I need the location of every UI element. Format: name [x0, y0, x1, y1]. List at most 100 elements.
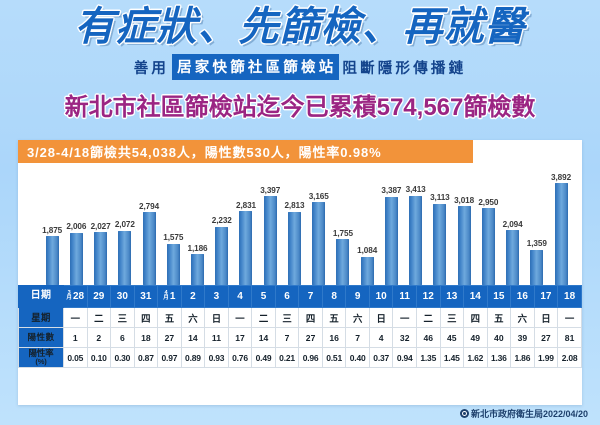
- table-cell-date: 2: [180, 285, 206, 308]
- bar: [554, 183, 568, 285]
- table-cell-weekday: 五: [321, 307, 347, 328]
- table-cell-positive-count: 39: [510, 327, 535, 348]
- bar: [69, 232, 83, 285]
- bar-slot: 3,018: [452, 166, 476, 285]
- table-cell-date: 17: [533, 285, 559, 308]
- table-cell-date: 6: [274, 285, 300, 308]
- table-row-positive-rate: 陽性率 (%) 0.05 0.10 0.30 0.87 0.97 0.89 0.93 0.76 0.…: [18, 347, 582, 368]
- data-table: 日期 3 月28 29 30 31 4 月1 2 3 4 5 6 7 8 9 10 11 12 13 14 15 16 17 1…: [18, 285, 582, 368]
- table-cell-positive-count: 14: [251, 327, 276, 348]
- table-cell-positive-count: 7: [345, 327, 370, 348]
- bar-value-label: 2,813: [284, 201, 305, 211]
- bar-slot: 2,072: [113, 166, 137, 285]
- table-cell-weekday: 三: [274, 307, 300, 328]
- table-cell-positive-rate: 0.30: [110, 347, 135, 368]
- table-cell-positive-count: 4: [368, 327, 394, 348]
- bar-value-label: 3,165: [308, 191, 329, 201]
- bar-slot: 1,084: [355, 166, 379, 285]
- bar-slot: 1,186: [185, 166, 209, 285]
- table-cell-positive-count: 45: [439, 327, 465, 348]
- table-cell-weekday: 五: [157, 307, 182, 328]
- bar: [215, 226, 229, 285]
- table-cell-weekday: 日: [204, 307, 229, 328]
- bar: [336, 239, 350, 285]
- table-row-label: 星期: [18, 307, 64, 328]
- table-cell-positive-count: 16: [321, 327, 347, 348]
- bar-value-label: 2,794: [139, 201, 160, 211]
- table-cell-positive-count: 14: [180, 327, 206, 348]
- table-cell-positive-rate: 0.37: [368, 347, 394, 368]
- bar: [191, 254, 205, 285]
- table-cell-weekday: 五: [486, 307, 512, 328]
- table-cell-date: 9: [345, 285, 370, 308]
- bar-value-label: 2,027: [90, 221, 111, 231]
- table-cell-weekday: 二: [251, 307, 276, 328]
- bar-value-label: 2,232: [211, 216, 232, 226]
- table-cell-positive-rate: 1.99: [533, 347, 559, 368]
- bar-value-label: 3,387: [381, 186, 402, 196]
- table-cell-positive-count: 2: [86, 327, 112, 348]
- bar-value-label: 2,831: [235, 200, 256, 210]
- content-panel: 3/28-4/18篩檢共54,038人，陽性數530人，陽性率0.98% 1,8…: [18, 140, 582, 405]
- table-cell-positive-rate: 0.76: [227, 347, 253, 368]
- table-cell-date: 4: [227, 285, 253, 308]
- bar: [287, 211, 301, 285]
- bar-value-label: 1,186: [187, 243, 208, 253]
- table-cell-positive-rate: 0.49: [251, 347, 276, 368]
- table-cell-positive-rate: 1.45: [439, 347, 465, 368]
- bar: [506, 230, 520, 285]
- table-row-date: 日期 3 月28 29 30 31 4 月1 2 3 4 5 6 7 8 9 10 11 12 13 14 15 16 17 1…: [18, 285, 582, 308]
- bar-slot: 2,950: [476, 166, 500, 285]
- bar-value-label: 1,755: [332, 228, 353, 238]
- bar-slot: 1,755: [331, 166, 355, 285]
- table-cell-weekday: 四: [463, 307, 488, 328]
- table-cell-date: 3 月28: [63, 285, 88, 308]
- table-cell-positive-count: 32: [392, 327, 417, 348]
- bar: [45, 236, 59, 285]
- table-cell-weekday: 四: [133, 307, 159, 328]
- bar-slot: 1,875: [40, 166, 64, 285]
- table-cell-date: 8: [321, 285, 347, 308]
- table-cell-date: 11: [392, 285, 417, 308]
- bar-slot: 2,831: [234, 166, 258, 285]
- table-cell-positive-rate: 0.87: [133, 347, 159, 368]
- main-title: 有症狀、先篩檢、再就醫: [74, 5, 526, 49]
- bar-value-label: 2,072: [114, 220, 135, 230]
- bar-value-label: 1,575: [163, 233, 184, 243]
- table-cell-date: 5: [251, 285, 276, 308]
- bar-slot: 2,794: [137, 166, 161, 285]
- subtitle-line: 善用 居家快篩社區篩檢站 阻斷隱形傳播鏈: [0, 54, 600, 81]
- bar: [481, 208, 495, 285]
- bar-value-label: 2,950: [478, 197, 499, 207]
- bar-slot: 1,359: [525, 166, 549, 285]
- table-row-weekday: 星期一二三四五六日一二三四五六日一二三四五六日一: [18, 307, 582, 328]
- table-cell-weekday: 六: [180, 307, 206, 328]
- footer-text: 新北市政府衛生局2022/04/20: [470, 409, 588, 419]
- table-cell-positive-rate: 0.05: [63, 347, 88, 368]
- chart-plot-area: 1,875 2,006 2,027 2,072 2,794 1,575 1,186 2,232…: [40, 166, 573, 285]
- table-cell-positive-count: 49: [463, 327, 488, 348]
- subtitle-suffix: 阻斷隱形傳播鏈: [342, 60, 467, 77]
- bar-value-label: 1,875: [42, 225, 63, 235]
- table-cell-weekday: 一: [392, 307, 417, 328]
- table-cell-positive-count: 6: [110, 327, 135, 348]
- table-cell-positive-count: 1: [63, 327, 88, 348]
- table-cell-weekday: 六: [345, 307, 370, 328]
- table-cell-positive-count: 11: [204, 327, 229, 348]
- bar-slot: 3,113: [428, 166, 452, 285]
- bar: [530, 249, 544, 285]
- table-row-label: 日期: [18, 285, 64, 308]
- bar-value-label: 2,094: [502, 219, 523, 229]
- table-cell-positive-count: 18: [133, 327, 159, 348]
- bar: [166, 243, 180, 285]
- table-cell-positive-rate: 2.08: [557, 347, 582, 368]
- bar: [312, 202, 326, 285]
- table-cell-positive-rate: 0.93: [204, 347, 229, 368]
- gov-seal-icon: [459, 409, 469, 418]
- table-cell-positive-rate: 0.40: [345, 347, 370, 368]
- bar: [118, 230, 132, 285]
- table-cell-weekday: 二: [86, 307, 112, 328]
- bar-slot: 2,813: [282, 166, 306, 285]
- table-cell-positive-count: 27: [298, 327, 323, 348]
- table-cell-weekday: 一: [557, 307, 582, 328]
